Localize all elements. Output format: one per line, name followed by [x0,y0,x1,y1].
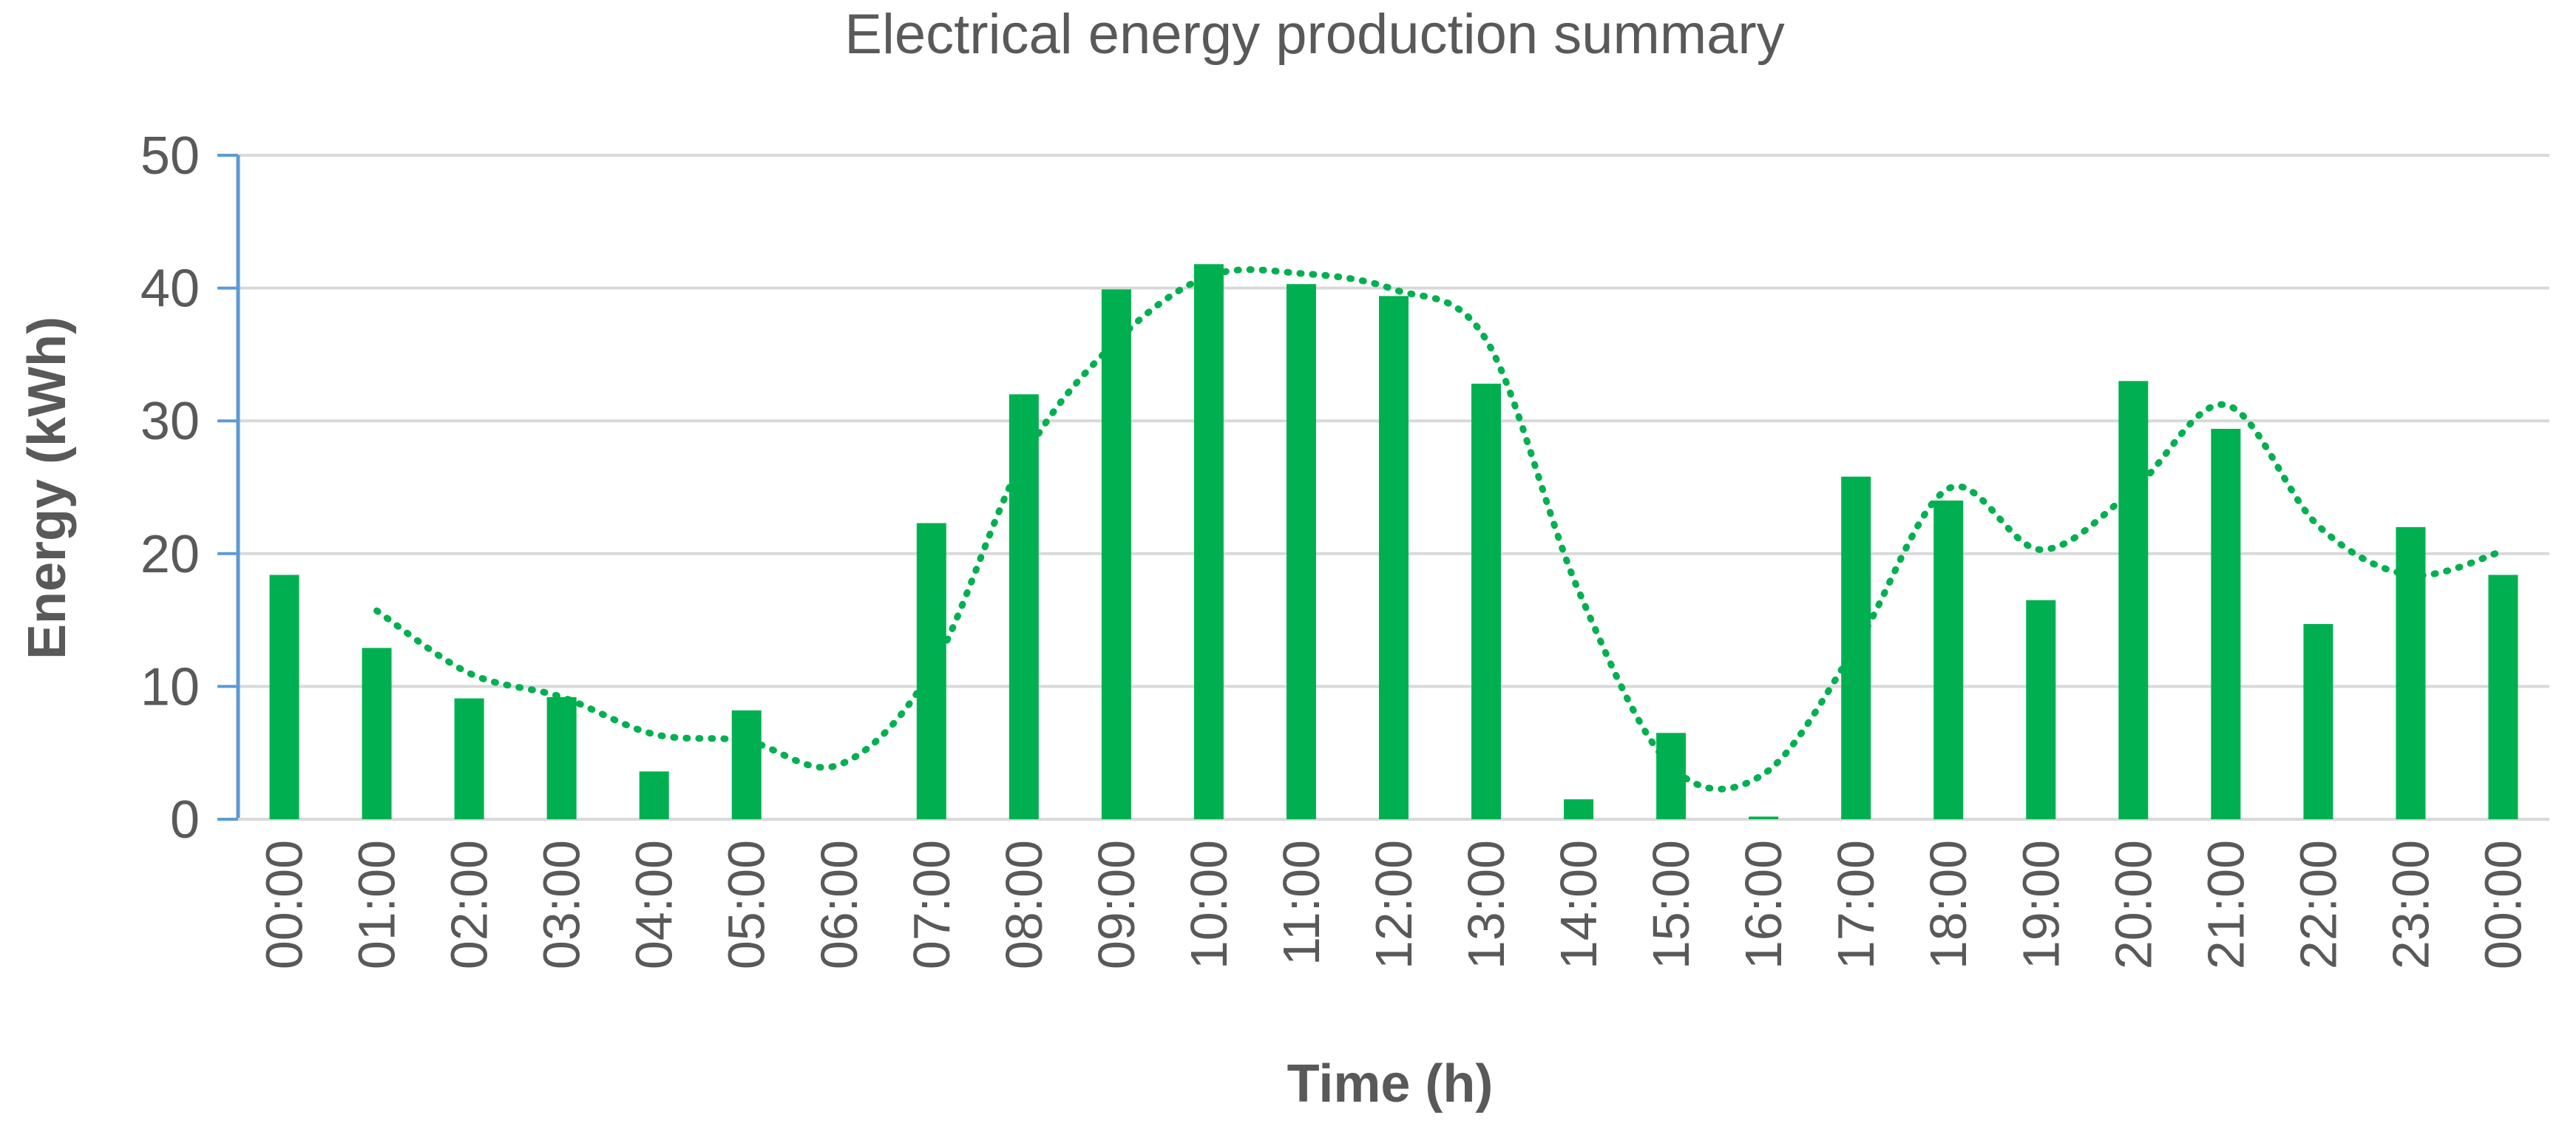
y-tick-label: 50 [140,126,200,186]
bar [1933,500,1964,819]
x-tick-label: 15:00 [1642,840,1700,969]
bar [269,575,299,819]
x-tick-label: 13:00 [1457,840,1515,969]
chart-title: Electrical energy production summary [844,3,1784,66]
bar [546,697,577,819]
bar [1101,289,1131,819]
bar-series [269,264,2518,820]
bar [1564,799,1594,819]
x-tick-label: 14:00 [1550,840,1607,969]
y-tick-label: 20 [140,525,200,584]
y-tick-label: 10 [140,657,200,716]
bar [1749,816,1779,819]
y-tick-label: 40 [140,260,200,319]
x-tick-label: 17:00 [1827,840,1885,969]
x-tick-label: 01:00 [348,840,406,969]
bar [454,698,484,819]
bar [1193,264,1224,820]
x-tick-label: 12:00 [1365,840,1423,969]
x-tick-label: 05:00 [718,840,776,969]
y-axis: 0 10 20 30 40 50 [140,126,240,850]
x-tick-label: 09:00 [1088,840,1145,969]
bar [2026,600,2056,819]
x-tick-label: 10:00 [1180,840,1238,969]
bar [731,710,762,819]
bar [639,771,669,819]
bar [1286,284,1316,819]
trend-line [373,266,2506,793]
x-tick-label: 03:00 [533,840,591,969]
bar [2303,623,2333,819]
x-tick-label: 19:00 [2012,840,2070,969]
x-tick-label: 16:00 [1735,840,1792,969]
y-tick-label: 0 [170,790,200,850]
bar [362,648,392,819]
bar [1009,394,1039,819]
bar [2488,575,2518,819]
x-tick-label: 00:00 [256,840,313,969]
bar [2118,381,2149,819]
x-tick-label: 20:00 [2104,840,2162,969]
bar [1656,733,1687,819]
x-axis: 00:00 01:00 02:00 03:00 04:00 05:00 06:00 07:00… [238,818,2549,969]
x-tick-label: 11:00 [1272,840,1330,966]
x-tick-label: 08:00 [995,840,1053,969]
x-tick-label: 07:00 [903,840,960,969]
x-tick-label: 18:00 [1919,840,1977,969]
x-tick-label: 23:00 [2382,840,2439,969]
x-tick-label: 06:00 [810,840,868,969]
x-tick-label: 04:00 [626,840,683,969]
bar [1471,383,1502,819]
trend-line-series [373,266,2506,793]
x-tick-label: 00:00 [2474,840,2532,969]
x-tick-label: 21:00 [2197,840,2254,969]
y-axis-label: Energy (kWh) [18,316,77,660]
x-tick-label: 02:00 [441,840,498,969]
y-tick-label: 30 [140,392,200,451]
x-axis-label: Time (h) [1287,1054,1494,1114]
bar [1379,296,1409,820]
bar [2211,428,2241,819]
x-tick-label: 22:00 [2289,840,2347,969]
